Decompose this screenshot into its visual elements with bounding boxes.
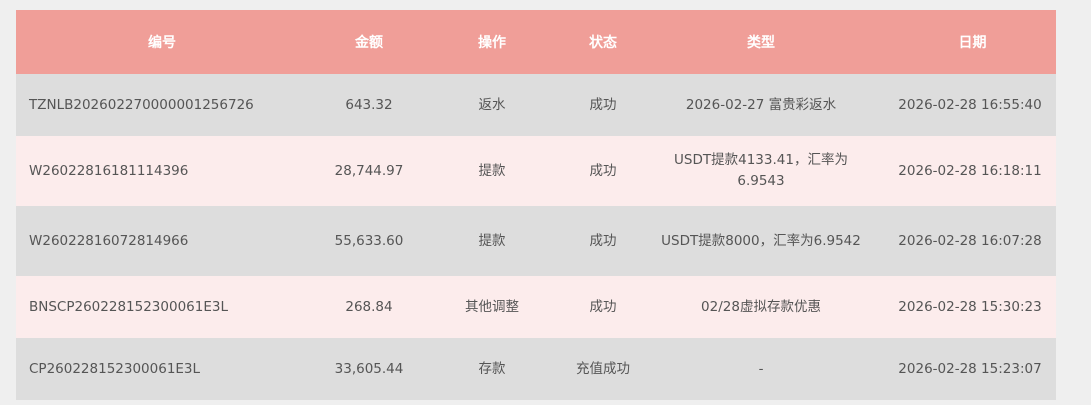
- cell-action: 存款: [430, 338, 554, 400]
- cell-status: 成功: [554, 136, 652, 206]
- header-type: 类型: [652, 10, 870, 74]
- cell-action: 提款: [430, 206, 554, 276]
- cell-id: TZNLB202602270000001256726: [16, 74, 308, 136]
- cell-amount: 55,633.60: [308, 206, 430, 276]
- cell-date: 2026-02-28 16:07:28: [870, 206, 1056, 276]
- cell-type: 02/28虚拟存款优惠: [652, 276, 870, 338]
- cell-amount: 268.84: [308, 276, 430, 338]
- cell-date: 2026-02-28 16:18:11: [870, 136, 1056, 206]
- cell-amount: 643.32: [308, 74, 430, 136]
- header-amount: 金额: [308, 10, 430, 74]
- cell-date: 2026-02-28 16:55:40: [870, 74, 1056, 136]
- table-row: W26022816181114396 28,744.97 提款 成功 USDT提款413…: [16, 136, 1056, 206]
- transaction-table: 编号 金额 操作 状态 类型 日期 TZNLB20260227000000125…: [16, 10, 1056, 400]
- cell-type: -: [652, 338, 870, 400]
- cell-type: USDT提款4133.41，汇率为6.9543: [652, 136, 870, 206]
- cell-date: 2026-02-28 15:23:07: [870, 338, 1056, 400]
- cell-amount: 28,744.97: [308, 136, 430, 206]
- cell-status: 充值成功: [554, 338, 652, 400]
- cell-status: 成功: [554, 206, 652, 276]
- cell-id: W26022816072814966: [16, 206, 308, 276]
- cell-type: 2026-02-27 富贵彩返水: [652, 74, 870, 136]
- header-action: 操作: [430, 10, 554, 74]
- table-row: TZNLB202602270000001256726 643.32 返水 成功 2026…: [16, 74, 1056, 136]
- cell-status: 成功: [554, 74, 652, 136]
- table-row: W26022816072814966 55,633.60 提款 成功 USDT提款800…: [16, 206, 1056, 276]
- cell-id: BNSCP260228152300061E3L: [16, 276, 308, 338]
- cell-amount: 33,605.44: [308, 338, 430, 400]
- cell-status: 成功: [554, 276, 652, 338]
- cell-action: 提款: [430, 136, 554, 206]
- cell-id: CP260228152300061E3L: [16, 338, 308, 400]
- header-date: 日期: [870, 10, 1056, 74]
- table-header: 编号 金额 操作 状态 类型 日期: [16, 10, 1056, 74]
- cell-date: 2026-02-28 15:30:23: [870, 276, 1056, 338]
- table-row: BNSCP260228152300061E3L 268.84 其他调整 成功 02/28…: [16, 276, 1056, 338]
- cell-action: 其他调整: [430, 276, 554, 338]
- cell-type: USDT提款8000，汇率为6.9542: [652, 206, 870, 276]
- header-status: 状态: [554, 10, 652, 74]
- cell-id: W26022816181114396: [16, 136, 308, 206]
- cell-action: 返水: [430, 74, 554, 136]
- table-row: CP260228152300061E3L 33,605.44 存款 充值成功 -2026…: [16, 338, 1056, 400]
- header-id: 编号: [16, 10, 308, 74]
